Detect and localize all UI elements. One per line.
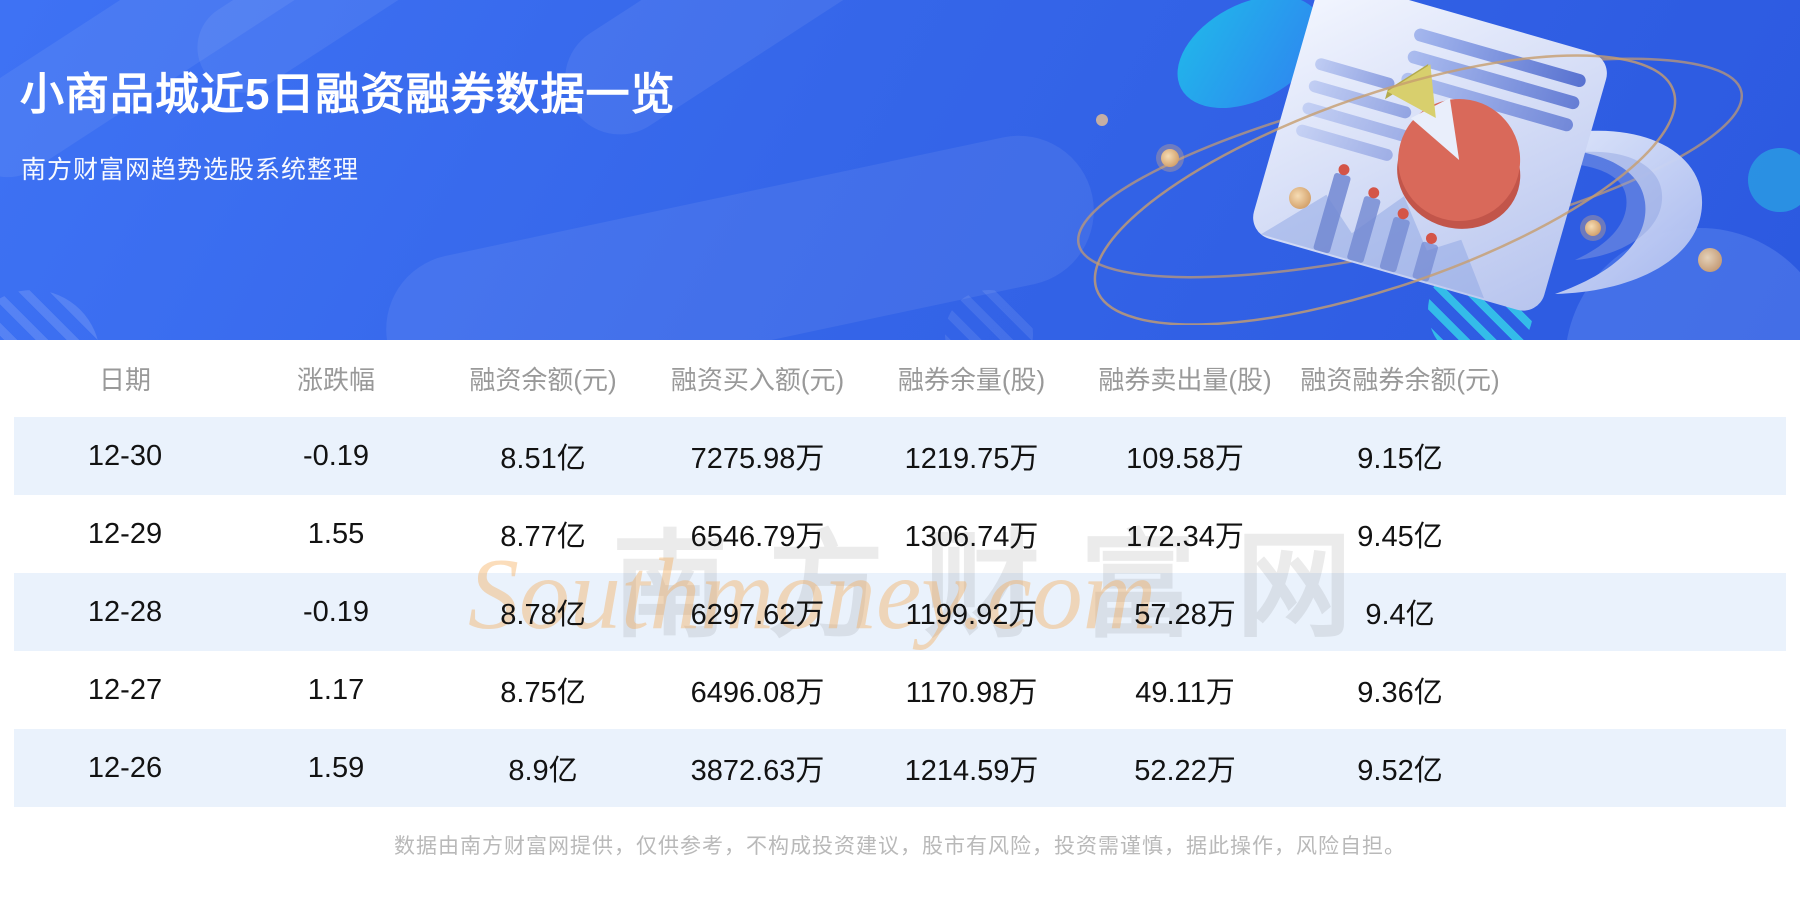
striped-circle-decor <box>0 290 100 340</box>
cell-change: 1.59 <box>307 751 365 784</box>
cell-securities-sell: 49.11万 <box>1135 677 1235 709</box>
cell-date: 12-27 <box>87 673 163 706</box>
cell-securities-balance: 1199.92万 <box>905 599 1038 631</box>
cell-securities-balance: 1170.98万 <box>905 677 1038 709</box>
page-title: 小商品城近5日融资融券数据一览 <box>20 70 676 119</box>
cell-margin-total: 9.45亿 <box>1357 521 1443 553</box>
page-subtitle: 南方财富网趋势选股系统整理 <box>21 156 360 184</box>
cell-margin-total: 9.4亿 <box>1365 599 1435 631</box>
table-row: 12-30 -0.19 8.51亿 7275.98万 1219.75万 109.… <box>14 417 1786 495</box>
cell-financing-balance: 8.75亿 <box>500 677 586 709</box>
cell-margin-total: 9.15亿 <box>1357 443 1443 475</box>
watermark-english: Southmoney.com <box>468 538 1157 651</box>
paper-curl <box>1505 130 1703 294</box>
cell-date: 12-29 <box>87 517 163 550</box>
watermark-chinese: 南方财富网 <box>612 524 1392 652</box>
banner: 小商品城近5日融资融券数据一览 南方财富网趋势选股系统整理 <box>0 0 1800 340</box>
teal-dot-decor <box>1748 148 1800 212</box>
cell-financing-buy: 3872.63万 <box>690 755 825 787</box>
paper-sheet <box>1253 0 1607 311</box>
cell-date: 12-30 <box>87 439 163 472</box>
cell-securities-balance: 1306.74万 <box>904 521 1039 553</box>
cell-date: 12-26 <box>87 751 163 784</box>
pie-chart-graphic <box>1385 63 1521 229</box>
cell-date: 12-28 <box>87 595 163 628</box>
cell-financing-buy: 6297.62万 <box>690 599 825 631</box>
margin-data-table: 日期 涨跌幅 融资余额(元) 融资买入额(元) 融券余量(股) 融券卖出量(股)… <box>0 340 1800 807</box>
column-header-margin-total: 融资融券余额(元) <box>1300 365 1500 395</box>
table-header-row: 日期 涨跌幅 融资余额(元) 融资买入额(元) 融券余量(股) 融券卖出量(股)… <box>14 340 1786 417</box>
table-row: 12-29 1.55 8.77亿 6546.79万 1306.74万 172.3… <box>14 495 1786 573</box>
table-row: 12-27 1.17 8.75亿 6496.08万 1170.98万 49.11… <box>14 651 1786 729</box>
teal-blob <box>1177 0 1323 109</box>
cell-margin-total: 9.52亿 <box>1357 755 1443 787</box>
column-header-financing-balance: 融资余额(元) <box>469 365 617 395</box>
cell-financing-balance: 8.51亿 <box>500 443 586 475</box>
cell-change: 1.55 <box>307 517 365 550</box>
cell-financing-buy: 7275.98万 <box>690 443 825 475</box>
column-header-financing-buy: 融资买入额(元) <box>670 365 845 395</box>
column-header-date: 日期 <box>98 365 151 395</box>
cell-securities-sell: 57.28万 <box>1134 599 1236 631</box>
cell-financing-balance: 8.77亿 <box>500 521 586 553</box>
cell-financing-buy: 6546.79万 <box>690 521 825 553</box>
table-row: 12-26 1.59 8.9亿 3872.63万 1214.59万 52.22万… <box>14 729 1786 807</box>
table-row: 12-28 -0.19 8.78亿 6297.62万 1199.92万 57.2… <box>14 573 1786 651</box>
disclaimer-text: 数据由南方财富网提供，仅供参考，不构成投资建议，股市有风险，投资需谨慎，据此操作… <box>394 835 1406 858</box>
cell-securities-balance: 1214.59万 <box>904 755 1039 787</box>
orbit-bead <box>1161 149 1179 167</box>
orbit-bead <box>1698 248 1722 272</box>
cell-securities-sell: 172.34万 <box>1126 521 1244 553</box>
cell-securities-balance: 1219.75万 <box>904 443 1039 475</box>
orbit-bead <box>1289 187 1311 209</box>
bar-chart-graphic <box>1313 164 1438 282</box>
cell-securities-sell: 52.22万 <box>1134 755 1236 787</box>
orbit-ring-front <box>1093 54 1677 325</box>
column-header-securities-sell: 融券卖出量(股) <box>1098 365 1272 395</box>
cell-financing-buy: 6496.08万 <box>690 677 825 709</box>
cell-change: 1.17 <box>307 673 365 706</box>
report-illustration <box>1076 0 1744 325</box>
cell-change: -0.19 <box>302 439 370 472</box>
orbit-bead <box>1096 114 1108 126</box>
cell-financing-balance: 8.78亿 <box>500 599 586 631</box>
cell-margin-total: 9.36亿 <box>1357 677 1443 709</box>
column-header-securities-balance: 融券余量(股) <box>897 365 1046 395</box>
column-header-change: 涨跌幅 <box>296 365 375 395</box>
orbit-bead <box>1585 220 1601 236</box>
cell-change: -0.19 <box>302 595 370 628</box>
paper-curl-shadow <box>1520 151 1663 260</box>
cell-securities-sell: 109.58万 <box>1126 443 1244 475</box>
cell-financing-balance: 8.9亿 <box>508 755 578 787</box>
